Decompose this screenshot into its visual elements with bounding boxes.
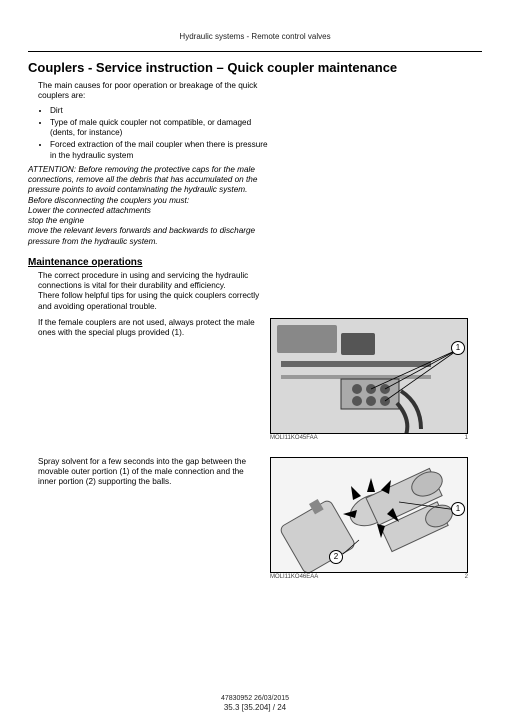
callout-1: 1 (451, 502, 465, 516)
section-title: Couplers - Service instruction – Quick c… (28, 60, 482, 75)
figure1-svg (271, 319, 468, 434)
row-tip2: Spray solvent for a few seconds into the… (28, 457, 482, 580)
cause-item: Type of male quick coupler not compatibl… (50, 118, 268, 139)
figure1-caption: MOLI11KO45FAA 1 (270, 435, 468, 441)
callout-2: 2 (329, 550, 343, 564)
figure1-code: MOLI11KO45FAA (270, 435, 318, 441)
cause-item: Dirt (50, 106, 268, 116)
cause-item: Forced extraction of the mail coupler wh… (50, 140, 268, 161)
header-rule (28, 51, 482, 52)
row-tip1: If the female couplers are not used, alw… (28, 318, 482, 441)
figure2-code: MOLI11KO46EAA (270, 574, 318, 580)
tip2-text: Spray solvent for a few seconds into the… (38, 457, 270, 488)
figure2: 1 2 (270, 457, 468, 573)
figure1: 1 (270, 318, 468, 434)
figure2-num: 2 (465, 574, 468, 580)
page-header: Hydraulic systems - Remote control valve… (28, 32, 482, 41)
figure1-num: 1 (465, 435, 468, 441)
figure2-caption: MOLI11KO46EAA 2 (270, 574, 468, 580)
callout-1: 1 (451, 341, 465, 355)
tip1-text: If the female couplers are not used, alw… (38, 318, 270, 339)
intro-text: The main causes for poor operation or br… (38, 81, 268, 102)
page-footer: 47830952 26/03/2015 35.3 [35.204] / 24 (0, 695, 510, 712)
figure2-svg (271, 458, 468, 573)
maintenance-heading: Maintenance operations (28, 257, 482, 268)
figure2-wrap: 1 2 MOLI11KO46EAA 2 (270, 457, 480, 580)
figure1-wrap: 1 MOLI11KO45FAA 1 (270, 318, 480, 441)
footer-pagenum: 35.3 [35.204] / 24 (0, 703, 510, 712)
attention-block: ATTENTION: Before removing the protectiv… (28, 165, 266, 247)
maintenance-intro: The correct procedure in using and servi… (38, 271, 268, 312)
causes-list: Dirt Type of male quick coupler not comp… (50, 106, 268, 161)
footer-docid: 47830952 26/03/2015 (0, 695, 510, 702)
